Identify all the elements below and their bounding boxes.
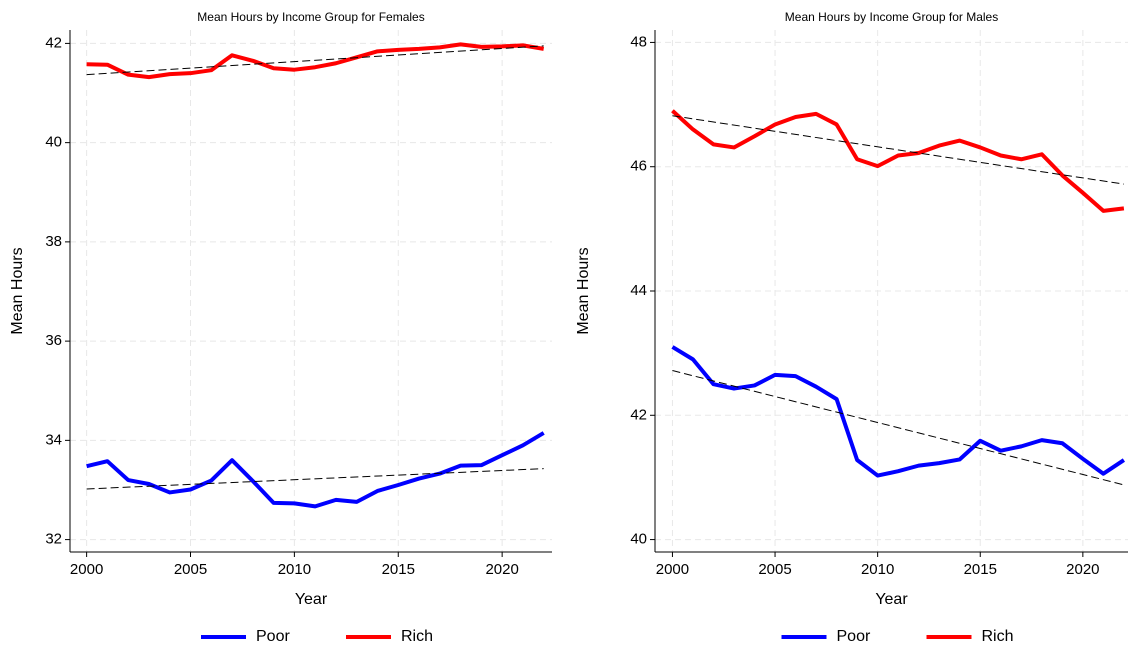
- y-axis-label: Mean Hours: [575, 247, 592, 334]
- x-axis-label: Year: [295, 591, 328, 608]
- y-tick-label: 48: [630, 33, 647, 50]
- chart-panel: Mean Hours by Income Group for Males 40 42…: [575, 10, 1128, 645]
- y-tick-label: 42: [45, 34, 62, 51]
- chart-title: Mean Hours by Income Group for Females: [197, 10, 424, 24]
- x-tick-label: 2015: [964, 561, 997, 578]
- legend-label: Rich: [401, 628, 433, 645]
- data-line: [671, 345, 1126, 478]
- x-tick-label: 2020: [1066, 561, 1099, 578]
- y-tick-label: 36: [45, 332, 62, 349]
- x-tick-label: 2005: [174, 561, 207, 578]
- y-axis-label: Mean Hours: [9, 247, 26, 334]
- x-tick-label: 2010: [278, 561, 311, 578]
- x-tick-label: 2000: [70, 561, 103, 578]
- legend-label: Poor: [256, 628, 290, 645]
- data-line: [671, 109, 1125, 213]
- legend-label: Rich: [982, 628, 1014, 645]
- legend-label: Poor: [837, 628, 871, 645]
- x-tick-label: 2015: [382, 561, 415, 578]
- y-tick-label: 38: [45, 233, 62, 250]
- y-tick-label: 40: [45, 134, 62, 151]
- y-tick-label: 32: [45, 531, 62, 548]
- y-tick-label: 34: [45, 431, 62, 448]
- trend-line: [672, 370, 1125, 486]
- y-tick-label: 40: [630, 531, 647, 548]
- y-tick-label: 44: [630, 282, 647, 299]
- trend-line: [86, 468, 544, 490]
- trend-line: [672, 115, 1124, 185]
- y-tick-label: 42: [630, 406, 647, 423]
- y-tick-label: 46: [630, 158, 647, 175]
- x-tick-label: 2000: [656, 561, 689, 578]
- data-line: [86, 431, 545, 509]
- chart-panel: Mean Hours by Income Group for Females 32…: [9, 10, 552, 645]
- chart-title: Mean Hours by Income Group for Males: [785, 10, 998, 24]
- x-axis-label: Year: [875, 591, 908, 608]
- data-line: [86, 42, 545, 80]
- x-tick-label: 2005: [758, 561, 791, 578]
- x-tick-label: 2010: [861, 561, 894, 578]
- trend-line: [86, 45, 544, 76]
- x-tick-label: 2020: [485, 561, 518, 578]
